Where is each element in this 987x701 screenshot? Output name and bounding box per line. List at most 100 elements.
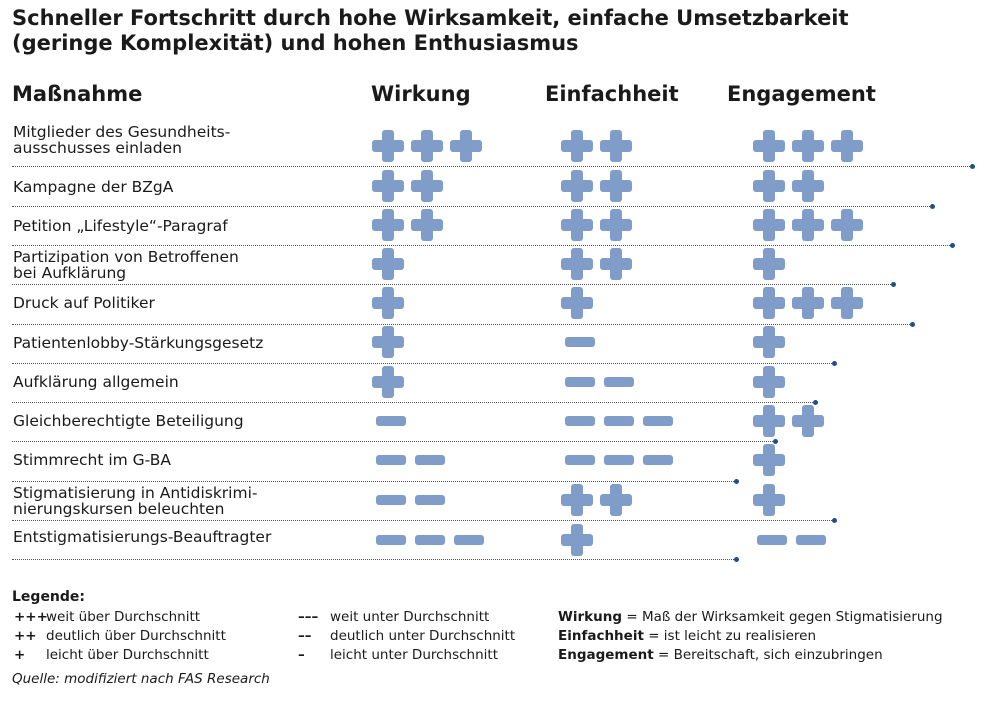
plus-symbol [411, 209, 443, 241]
legend-symbol: –– [298, 628, 312, 644]
plus-symbol [411, 130, 443, 162]
plus-symbol [561, 130, 593, 162]
plus-symbol [753, 130, 785, 162]
legend-text: weit über Durchschnitt [46, 609, 201, 625]
column-header-wirkung: Wirkung [371, 82, 471, 106]
row-label: Petition „Lifestyle“-Paragraf [13, 217, 228, 235]
plus-symbol [561, 209, 593, 241]
plus-symbol [753, 366, 785, 398]
row-label: Aufklärung allgemein [13, 373, 179, 391]
plus-symbol [372, 326, 404, 358]
legend-symbol: – [298, 647, 305, 663]
row-end-dot [950, 243, 955, 248]
plus-symbol [600, 248, 632, 280]
plus-symbol [831, 287, 863, 319]
plus-symbol [792, 209, 824, 241]
plus-symbol [450, 130, 482, 162]
plus-symbol [753, 209, 785, 241]
plus-symbol [372, 248, 404, 280]
legend-symbol: ––– [298, 609, 319, 625]
minus-symbol [376, 495, 406, 505]
plus-symbol [600, 170, 632, 202]
plus-symbol [561, 248, 593, 280]
row-end-dot [891, 282, 896, 287]
plus-symbol [561, 484, 593, 516]
minus-symbol [376, 416, 406, 426]
legend-text: deutlich über Durchschnitt [46, 628, 226, 644]
minus-symbol [643, 416, 673, 426]
definition-term: Wirkung [558, 609, 623, 625]
legend-definition: Wirkung = Maß der Wirksamkeit gegen Stig… [558, 609, 943, 625]
legend-definition: Einfachheit = ist leicht zu realisieren [558, 628, 816, 644]
row-end-dot [734, 479, 739, 484]
row-label: Druck auf Politiker [13, 294, 155, 312]
definition-text: = ist leicht zu realisieren [643, 628, 817, 644]
row-label: Mitglieder des Gesundheits- ausschusses … [13, 123, 231, 157]
minus-symbol [565, 455, 595, 465]
row-label: Gleichberechtigte Beteiligung [13, 412, 244, 430]
legend-plus-item: +++weit über Durchschnitt [14, 609, 200, 625]
row-end-dot [813, 400, 818, 405]
plus-symbol [372, 170, 404, 202]
definition-text: = Maß der Wirksamkeit gegen Stigmatisier… [622, 609, 943, 625]
plus-symbol [753, 405, 785, 437]
plus-symbol [561, 287, 593, 319]
plus-symbol [753, 287, 785, 319]
minus-symbol [415, 535, 445, 545]
plus-symbol [561, 524, 593, 556]
plus-symbol [753, 326, 785, 358]
minus-symbol [604, 455, 634, 465]
plus-symbol [831, 209, 863, 241]
legend-symbol: ++ [14, 628, 37, 644]
minus-symbol [565, 416, 595, 426]
column-header-einfachheit: Einfachheit [545, 82, 679, 106]
row-divider [12, 441, 775, 442]
legend-heading: Legende: [12, 589, 86, 605]
plus-symbol [753, 484, 785, 516]
plus-symbol [561, 170, 593, 202]
row-end-dot [773, 439, 778, 444]
row-divider [12, 559, 736, 560]
row-divider [12, 363, 834, 364]
minus-symbol [604, 377, 634, 387]
minus-symbol [604, 416, 634, 426]
row-label: Stigmatisierung in Antidiskrimi- nierung… [13, 484, 258, 518]
legend-symbol: +++ [14, 609, 48, 625]
row-label: Partizipation von Betroffenen bei Aufklä… [13, 248, 239, 282]
row-end-dot [832, 361, 837, 366]
minus-symbol [796, 535, 826, 545]
minus-symbol [757, 535, 787, 545]
minus-symbol [415, 455, 445, 465]
legend-minus-item: –– deutlich unter Durchschnitt [298, 628, 515, 644]
row-end-dot [970, 164, 975, 169]
plus-symbol [600, 209, 632, 241]
plus-symbol [753, 170, 785, 202]
row-divider [12, 402, 815, 403]
legend-plus-item: + leicht über Durchschnitt [14, 647, 209, 663]
row-divider [12, 481, 736, 482]
row-divider [12, 324, 912, 325]
definition-text: = Bereitschaft, sich einzubringen [653, 647, 883, 663]
plus-symbol [831, 130, 863, 162]
row-end-dot [832, 518, 837, 523]
plus-symbol [792, 170, 824, 202]
legend-text: deutlich unter Durchschnitt [330, 628, 516, 644]
plus-symbol [372, 287, 404, 319]
plus-symbol [792, 287, 824, 319]
plus-symbol [792, 130, 824, 162]
column-header-engagement: Engagement [727, 82, 876, 106]
row-label: Patientenlobby-Stärkungsgesetz [13, 334, 264, 352]
legend-minus-item: – leicht unter Durchschnitt [298, 647, 498, 663]
row-divider [12, 206, 932, 207]
plus-symbol [411, 170, 443, 202]
column-header-massnahme: Maßnahme [12, 82, 143, 106]
row-label: Kampagne der BZgA [13, 178, 174, 196]
legend-symbol: + [14, 647, 26, 663]
chart-title: Schneller Fortschritt durch hohe Wirksam… [12, 6, 972, 56]
row-label: Entstigmatisierungs-Beauftragter [13, 528, 272, 546]
row-end-dot [910, 322, 915, 327]
plus-symbol [372, 209, 404, 241]
chart-title-line1: Schneller Fortschritt durch hohe Wirksam… [12, 6, 849, 30]
legend-text: leicht über Durchschnitt [46, 647, 209, 663]
row-divider [12, 166, 972, 167]
